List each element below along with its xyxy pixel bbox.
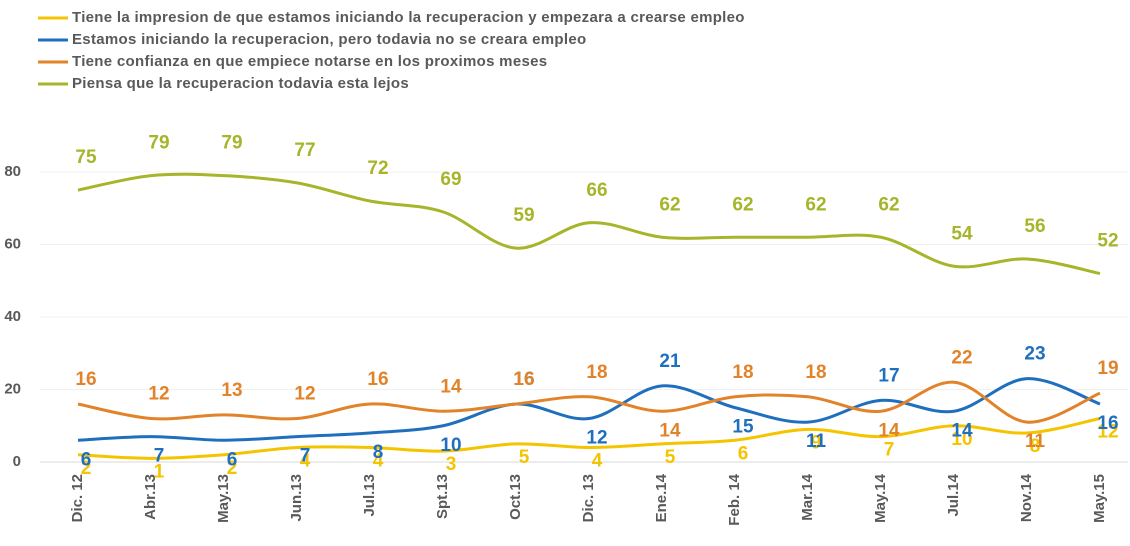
legend-label: Tiene la impresion de que estamos inicia… — [72, 9, 745, 26]
series-line — [77, 417, 1101, 460]
data-label: 12 — [586, 428, 607, 449]
data-label: 56 — [1024, 216, 1045, 237]
data-label: 6 — [227, 449, 238, 470]
data-label: 8 — [373, 442, 384, 463]
legend-label: Tiene confianza en que empiece notarse e… — [72, 53, 547, 70]
data-label: 12 — [148, 384, 169, 405]
x-tick-label: Dic. 13 — [580, 474, 597, 522]
data-label: 18 — [805, 362, 826, 383]
x-tick-label: Jul.13 — [361, 474, 378, 517]
data-label: 14 — [440, 376, 462, 397]
data-label: 79 — [221, 133, 242, 154]
data-label: 62 — [732, 194, 753, 215]
data-label: 69 — [440, 169, 461, 190]
x-tick-label: Nov.14 — [1018, 473, 1035, 522]
data-label: 14 — [951, 420, 973, 441]
data-label: 1 — [154, 461, 165, 482]
legend-label: Piensa que la recuperacion todavia esta … — [72, 75, 409, 92]
data-label: 8 — [1030, 436, 1041, 457]
data-label: 9 — [811, 432, 822, 453]
data-label: 7 — [884, 440, 895, 461]
data-label: 21 — [659, 351, 681, 372]
x-tick-label: Abr.13 — [142, 474, 159, 520]
data-label: 11 — [806, 431, 827, 452]
data-label: 18 — [586, 362, 607, 383]
x-tick-label: Feb. 14 — [726, 473, 743, 525]
data-label: 62 — [805, 194, 826, 215]
x-tick-label: Mar.14 — [799, 473, 816, 520]
data-label: 3 — [446, 454, 457, 475]
data-label: 16 — [75, 369, 96, 390]
data-label: 15 — [732, 417, 754, 438]
x-tick-label: Jul.14 — [945, 473, 962, 516]
data-label: 14 — [659, 420, 681, 441]
data-label: 5 — [665, 447, 676, 468]
x-tick-label: Jun.13 — [288, 474, 305, 522]
data-label: 23 — [1024, 344, 1045, 365]
y-tick-label: 40 — [4, 308, 21, 325]
data-label: 22 — [951, 347, 972, 368]
x-tick-label: May.13 — [215, 474, 232, 523]
y-tick-label: 60 — [4, 235, 21, 252]
data-label: 14 — [878, 420, 900, 441]
data-label: 10 — [440, 435, 461, 456]
series-line — [77, 172, 1101, 275]
data-label: 12 — [1097, 422, 1118, 443]
data-label: 7 — [154, 446, 165, 467]
data-label: 62 — [878, 194, 899, 215]
series-line — [77, 377, 1101, 442]
data-label: 16 — [513, 369, 534, 390]
y-tick-label: 80 — [4, 163, 21, 180]
x-tick-label: May.14 — [872, 473, 889, 523]
series-line — [77, 380, 1101, 424]
data-label: 62 — [659, 194, 680, 215]
data-label: 16 — [513, 369, 534, 390]
data-label: 16 — [367, 369, 388, 390]
x-tick-label: Oct.13 — [507, 474, 524, 520]
data-label: 19 — [1097, 358, 1118, 379]
data-label: 2 — [227, 458, 238, 479]
data-label: 4 — [300, 451, 311, 472]
data-label: 54 — [951, 223, 973, 244]
data-label: 4 — [373, 451, 384, 472]
x-tick-label: May.15 — [1091, 474, 1108, 523]
data-label: 18 — [732, 362, 753, 383]
data-label: 11 — [1025, 431, 1046, 452]
data-label: 12 — [294, 384, 315, 405]
data-label: 5 — [519, 447, 530, 468]
data-label: 77 — [294, 140, 315, 161]
data-label: 10 — [951, 429, 972, 450]
data-label: 59 — [513, 205, 534, 226]
data-label: 6 — [81, 449, 92, 470]
legend-label: Estamos iniciando la recuperacion, pero … — [72, 31, 586, 48]
data-label: 6 — [738, 443, 749, 464]
y-tick-label: 0 — [13, 453, 21, 470]
data-label: 7 — [300, 446, 311, 467]
data-label: 79 — [148, 133, 169, 154]
data-label: 4 — [592, 451, 603, 472]
data-label: 13 — [221, 380, 242, 401]
data-label: 66 — [586, 180, 607, 201]
data-label: 17 — [878, 365, 899, 386]
x-tick-label: Ene.14 — [653, 473, 670, 522]
data-label: 2 — [81, 458, 92, 479]
x-tick-label: Spt.13 — [434, 474, 451, 519]
x-tick-label: Dic. 12 — [69, 474, 86, 522]
data-label: 52 — [1097, 231, 1118, 252]
data-label: 72 — [367, 158, 388, 179]
y-tick-label: 20 — [4, 380, 21, 397]
data-label: 75 — [75, 147, 97, 168]
data-label: 16 — [1097, 413, 1118, 434]
